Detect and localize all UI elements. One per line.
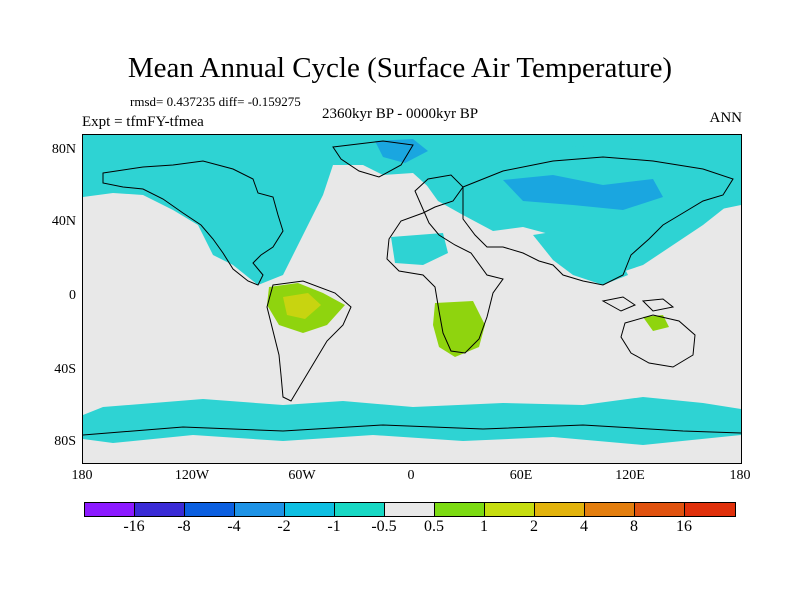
colorbar-box [335,503,385,516]
experiment-label: Expt = tfmFY-tfmea [82,114,204,130]
colorbar-label: 8 [630,518,638,535]
colorbar-label: -2 [277,518,291,535]
colorbar-box [285,503,335,516]
lon-label-60w: 60W [288,468,316,483]
lat-label-80n: 80N [51,142,76,157]
colorbar-label: 4 [580,518,588,535]
rmsd-diff-stats: rmsd= 0.437235 diff= -0.159275 [130,94,301,109]
colorbar-box [685,503,735,516]
season-label: ANN [709,110,743,126]
lon-label-180e: 180 [729,468,751,483]
lon-label-120e: 120E [615,468,645,483]
anomaly-region-southern-ocean [83,397,741,445]
colorbar-box [185,503,235,516]
colorbar-label: 0.5 [424,518,444,535]
colorbar-label: -1 [327,518,341,535]
colorbar-box [235,503,285,516]
lon-label-180w: 180 [71,468,93,483]
world-map [82,134,742,464]
colorbar-box [635,503,685,516]
anomaly-region-eurasia [423,145,741,275]
lon-label-120w: 120W [174,468,210,483]
anomaly-region-siberia-dark [503,175,663,210]
anomaly-region-north-africa [391,233,448,265]
colorbar-box [135,503,185,516]
colorbar-label: -8 [177,518,191,535]
lat-label-40s: 40S [54,362,76,377]
colorbar-label: -4 [227,518,241,535]
anomaly-region-australia [643,315,669,331]
anomaly-region-greenland-dark [375,139,428,163]
anomaly-region-southern-africa [433,301,485,357]
lon-label-0: 0 [407,468,415,483]
colorbar-box [435,503,485,516]
colorbar-label: -0.5 [371,518,397,535]
colorbar-box [485,503,535,516]
colorbar-box [585,503,635,516]
time-period: 2360kyr BP - 0000kyr BP [322,106,479,122]
colorbar-box [535,503,585,516]
colorbar-label: 2 [530,518,538,535]
lon-label-60e: 60E [509,468,533,483]
lat-label-80s: 80S [54,434,76,449]
anomaly-map-svg [83,135,741,445]
anomaly-region-amazon-core [283,293,321,319]
anomaly-region-asia-south [533,227,628,285]
lat-label-0: 0 [69,288,76,303]
plot-title: Mean Annual Cycle (Surface Air Temperatu… [127,52,673,84]
colorbar-box [85,503,135,516]
colorbar-label: 16 [676,518,692,535]
colorbar [84,502,736,517]
colorbar-box [385,503,435,516]
colorbar-label: 1 [480,518,488,535]
coastlines [83,140,741,436]
lat-label-40n: 40N [51,214,76,229]
colorbar-label: -16 [123,518,145,535]
